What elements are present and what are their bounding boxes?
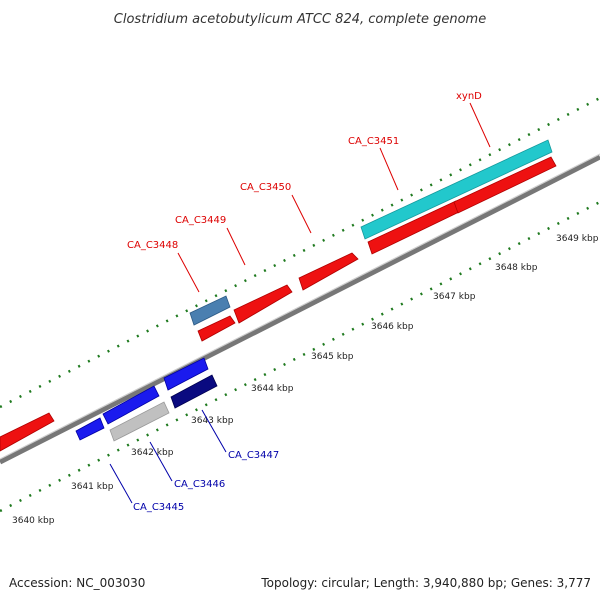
scale-label-3641: 3641 kbp: [71, 482, 114, 492]
label-CA_C3449[interactable]: CA_C3449: [175, 215, 226, 226]
leader-CA_C3449: [226, 227, 246, 266]
gene-CA_C3446[interactable]: [102, 385, 160, 425]
label-CA_C3447[interactable]: CA_C3447: [228, 450, 279, 461]
scale-label-3649: 3649 kbp: [556, 234, 599, 244]
scale-label-3645: 3645 kbp: [311, 352, 354, 362]
reverse-genes: [75, 357, 218, 442]
backbone-highlight: [0, 153, 600, 460]
reverse-labels: CA_C3445 CA_C3446 CA_C3447: [109, 409, 279, 513]
label-CA_C3448[interactable]: CA_C3448: [127, 240, 178, 251]
label-CA_C3450[interactable]: CA_C3450: [240, 182, 291, 193]
scale-label-3640: 3640 kbp: [12, 516, 55, 526]
leader-CA_C3448: [177, 252, 200, 293]
gene-xynD[interactable]: [360, 139, 553, 240]
scale-label-3646: 3646 kbp: [371, 322, 414, 332]
scale-label-3643: 3643 kbp: [191, 416, 234, 426]
leader-CA_C3450: [291, 194, 312, 234]
gene-CA_C3450[interactable]: [298, 252, 359, 291]
scale-label-3648: 3648 kbp: [495, 263, 538, 273]
label-CA_C3445[interactable]: CA_C3445: [133, 502, 184, 513]
gene-CA_C3448[interactable]: [197, 315, 236, 342]
scale-labels: 3640 kbp 3641 kbp 3642 kbp 3643 kbp 3644…: [12, 234, 599, 526]
leader-CA_C3446: [149, 441, 173, 482]
gene-left-edge[interactable]: [0, 412, 55, 452]
gene-navy[interactable]: [170, 374, 218, 409]
gene-steelblue[interactable]: [189, 295, 231, 326]
leader-xynD: [469, 102, 491, 148]
forward-labels: CA_C3448 CA_C3449 CA_C3450 CA_C3451 xynD: [127, 91, 491, 293]
accession-text: Accession: NC_003030: [9, 576, 145, 590]
scale-label-3644: 3644 kbp: [251, 384, 294, 394]
forward-genes: [0, 139, 557, 452]
gene-CA_C3447[interactable]: [163, 357, 209, 391]
gene-CA_C3449[interactable]: [233, 284, 293, 324]
gene-CA_C3445[interactable]: [75, 417, 105, 441]
leader-CA_C3451: [379, 147, 399, 191]
label-xynD[interactable]: xynD: [456, 91, 482, 102]
gene-gray[interactable]: [109, 401, 170, 442]
genome-summary-text: Topology: circular; Length: 3,940,880 bp…: [260, 576, 591, 590]
scale-label-3647: 3647 kbp: [433, 292, 476, 302]
map-title: Clostridium acetobutylicum ATCC 824, com…: [114, 12, 486, 27]
label-CA_C3446[interactable]: CA_C3446: [174, 479, 225, 490]
leader-CA_C3445: [109, 463, 133, 504]
lower-tick-track: [0, 200, 600, 513]
leader-CA_C3447: [201, 409, 227, 453]
scale-label-3642: 3642 kbp: [131, 448, 174, 458]
genome-backbone: [0, 154, 600, 465]
gene-CA_C3451-right[interactable]: [453, 156, 557, 214]
label-CA_C3451[interactable]: CA_C3451: [348, 136, 399, 147]
upper-tick-track: [0, 96, 600, 409]
